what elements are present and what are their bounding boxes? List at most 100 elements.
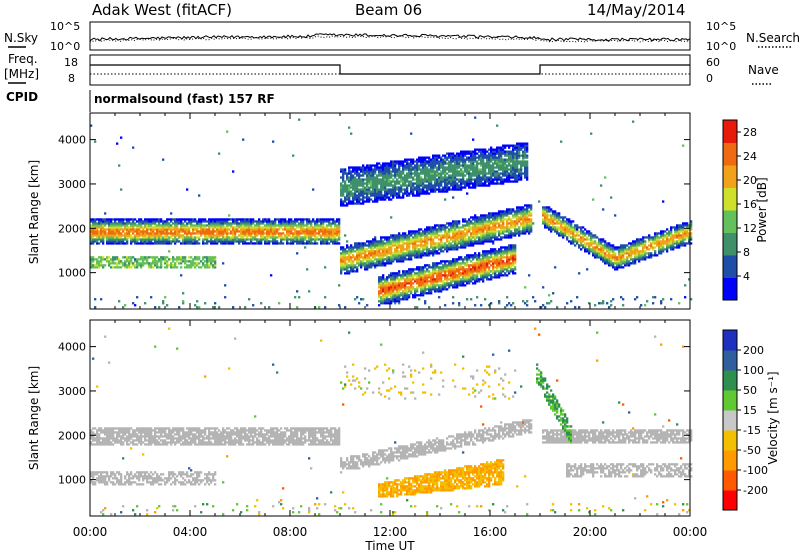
power-cell [372, 184, 374, 186]
power-cell [426, 282, 428, 284]
power-cell [434, 226, 436, 228]
power-cell [262, 218, 264, 220]
power-cell [472, 254, 474, 256]
power-cell [116, 242, 118, 244]
power-cell [490, 220, 492, 222]
power-cell [498, 230, 500, 232]
power-cell [458, 280, 460, 282]
power-cell [348, 272, 350, 274]
power-cell [478, 238, 480, 240]
power-cell [414, 280, 416, 282]
power-cell [408, 162, 410, 164]
power-cell [130, 266, 132, 268]
power-cell [130, 222, 132, 224]
power-cell [454, 262, 456, 264]
power-cell [476, 266, 478, 268]
power-cell [462, 274, 464, 276]
power-cell [338, 234, 340, 236]
power-cell [460, 262, 462, 264]
power-cell [494, 254, 496, 256]
power-cell [116, 236, 118, 238]
power-cell [420, 268, 422, 270]
power-cell [502, 262, 504, 264]
power-cell [344, 198, 346, 200]
power-cell [396, 298, 398, 300]
power-cell [492, 228, 494, 230]
power-cell [338, 220, 340, 222]
power-cell [458, 174, 460, 176]
power-cell [202, 264, 204, 266]
power-cell [464, 280, 466, 282]
power-cell [254, 224, 256, 226]
power-cell [122, 228, 124, 230]
power-cell [174, 234, 176, 236]
power-cell [408, 258, 410, 260]
power-cell [374, 238, 376, 240]
power-cell [218, 238, 220, 240]
power-cell [494, 172, 496, 174]
power-cell [452, 174, 454, 176]
power-cell [144, 230, 146, 232]
power-cell [366, 182, 368, 184]
power-cell [452, 278, 454, 280]
power-cell [174, 222, 176, 224]
power-cell [96, 236, 98, 238]
power-cell [340, 194, 342, 196]
power-cell [380, 260, 382, 262]
power-cell [360, 252, 362, 254]
power-cell [246, 224, 248, 226]
power-cell [366, 264, 368, 266]
power-cell [490, 248, 492, 250]
power-cell [314, 240, 316, 242]
power-cell [354, 182, 356, 184]
power-cell [384, 302, 386, 304]
power-cell [332, 220, 334, 222]
power-cell [454, 180, 456, 182]
power-cell [174, 258, 176, 260]
power-cell [446, 226, 448, 228]
power-cell [226, 232, 228, 234]
power-cell [332, 228, 334, 230]
power-cell [96, 232, 98, 234]
power-cell [138, 262, 140, 264]
power-cell [416, 280, 418, 282]
power-cell [318, 218, 320, 220]
power-cell [112, 258, 114, 260]
power-cell [196, 240, 198, 242]
power-cell [368, 244, 370, 246]
power-cell [412, 232, 414, 234]
power-cell [364, 252, 366, 254]
power-cell [486, 172, 488, 174]
power-cell [386, 162, 388, 164]
power-cell [350, 172, 352, 174]
power-cell [482, 236, 484, 238]
power-cell [488, 226, 490, 228]
power-cell [472, 218, 474, 220]
power-cell [482, 176, 484, 178]
power-cell [444, 284, 446, 286]
power-cell [116, 222, 118, 224]
power-cell [258, 238, 260, 240]
power-cell [474, 222, 476, 224]
power-cell [240, 222, 242, 224]
power-cell [408, 182, 410, 184]
power-cell [260, 230, 262, 232]
power-cell [210, 232, 212, 234]
power-cell [424, 282, 426, 284]
power-cell [458, 262, 460, 264]
power-cell [400, 162, 402, 164]
power-cell [496, 264, 498, 266]
power-cell [478, 256, 480, 258]
power-cell [468, 256, 470, 258]
power-cell [496, 151, 498, 153]
power-cell [306, 242, 308, 244]
power-cell [410, 230, 412, 232]
power-cell [498, 155, 500, 157]
power-cell [464, 182, 466, 184]
power-cell [446, 274, 448, 276]
power-cell [342, 190, 344, 192]
power-cell [380, 190, 382, 192]
power-cell [424, 242, 426, 244]
power-cell [114, 224, 116, 226]
power-cell [232, 226, 234, 228]
